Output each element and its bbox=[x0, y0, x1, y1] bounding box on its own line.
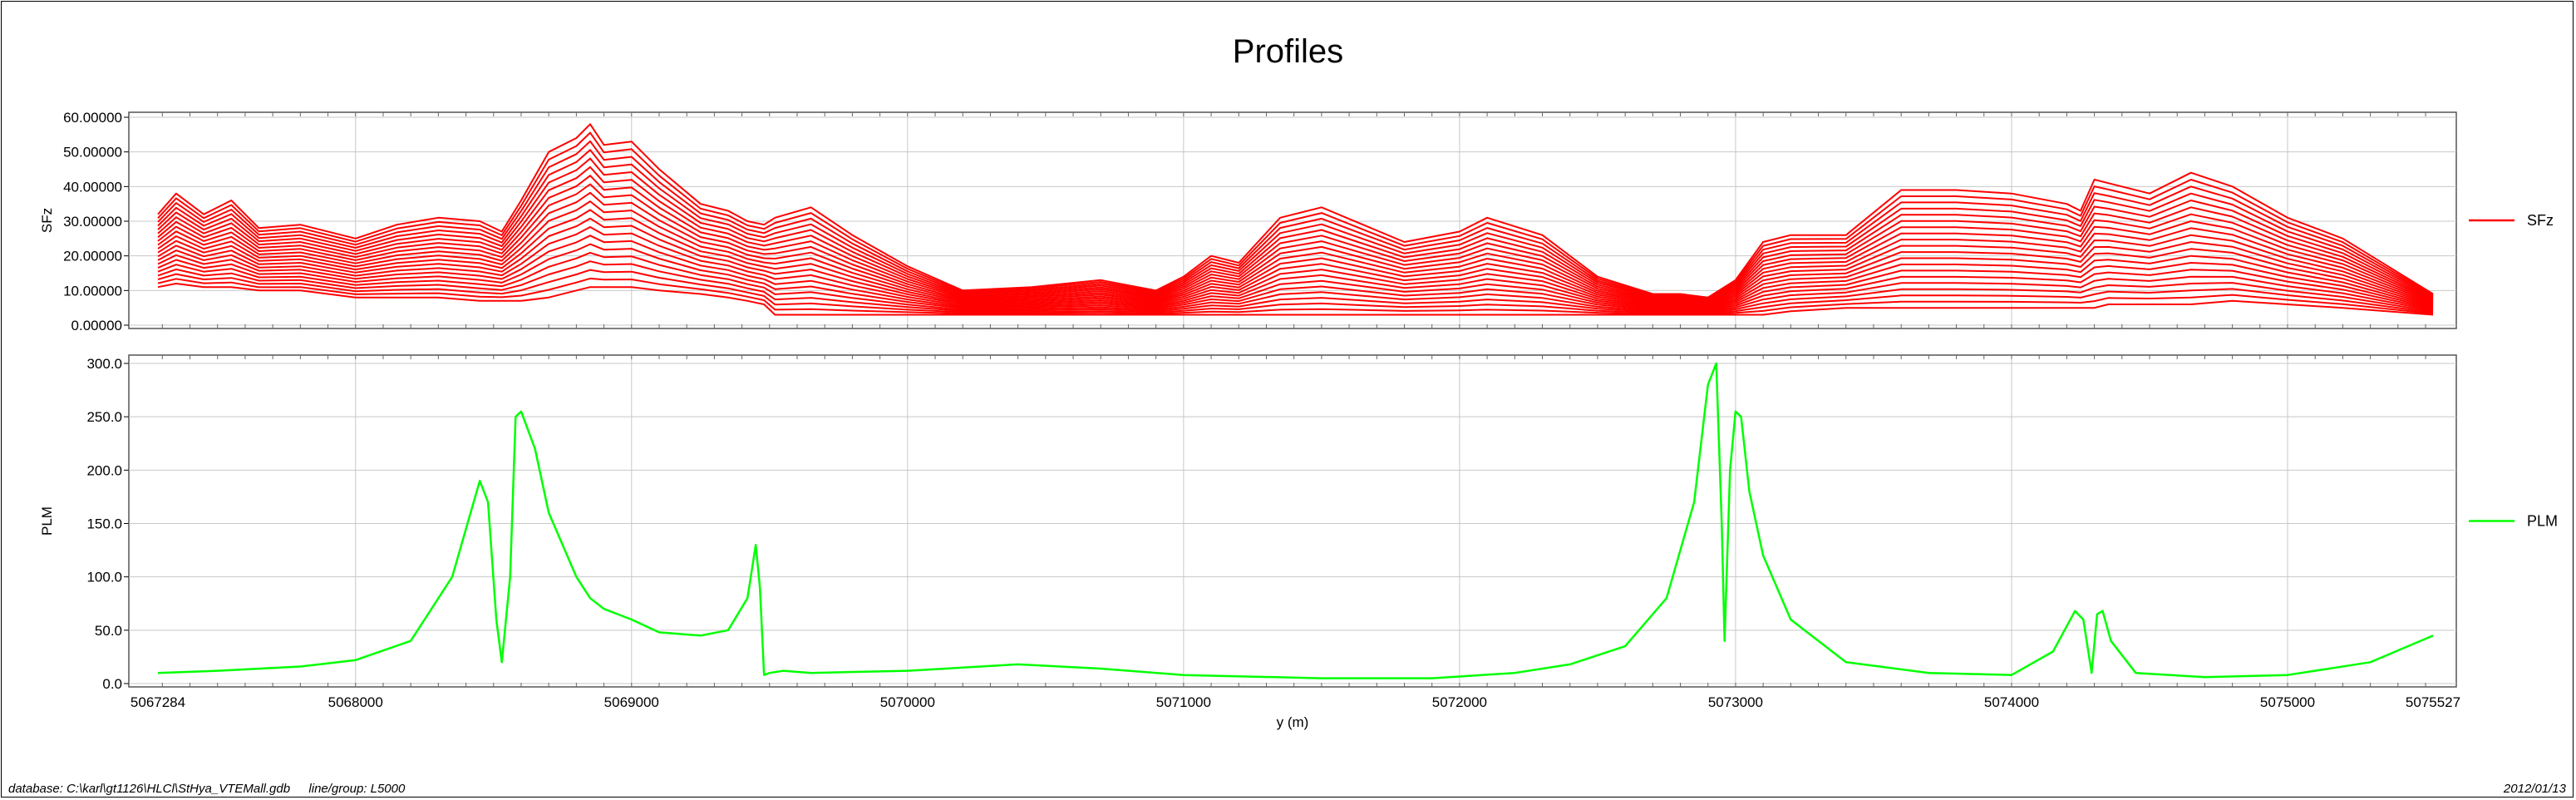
y-tick-label: 0.0 bbox=[102, 676, 122, 692]
y-tick-label: 50.00000 bbox=[63, 145, 122, 160]
y-tick-label: 0.00000 bbox=[71, 318, 122, 333]
x-tick-label: 5075000 bbox=[2260, 694, 2315, 710]
sfz-series-line bbox=[157, 260, 2434, 314]
plot-area-2 bbox=[128, 354, 2457, 688]
x-tick-label: 5072000 bbox=[1432, 694, 1487, 710]
x-axis-label: y (m) bbox=[1277, 714, 1309, 730]
sfz-series-line bbox=[157, 283, 2434, 316]
sfz-series-line bbox=[157, 175, 2434, 304]
footer-info: database: C:\karl\gt1126\HLCl\StHya_VTEM… bbox=[8, 782, 405, 796]
sfz-series-line bbox=[157, 140, 2434, 300]
sfz-series-line bbox=[157, 183, 2434, 305]
y-tick-label: 20.00000 bbox=[63, 249, 122, 264]
plm-series-line bbox=[157, 362, 2434, 679]
sfz-series-line bbox=[157, 277, 2434, 315]
sfz-series-line bbox=[157, 243, 2434, 311]
sfz-series-line bbox=[157, 131, 2434, 299]
sfz-series-line bbox=[157, 217, 2434, 309]
sfz-series-line bbox=[157, 149, 2434, 301]
sfz-series-line bbox=[157, 251, 2434, 313]
y-tick-label: 30.00000 bbox=[63, 214, 122, 230]
sfz-series-line bbox=[157, 123, 2434, 299]
y-tick-label: 40.00000 bbox=[63, 179, 122, 195]
x-tick-label: 5069000 bbox=[604, 694, 659, 710]
sfz-series-line bbox=[157, 165, 2434, 304]
y-tick-label: 10.00000 bbox=[63, 283, 122, 299]
y-tick-label: 150.0 bbox=[86, 516, 122, 532]
x-tick-label: 5070000 bbox=[880, 694, 935, 710]
x-tick-label: 5073000 bbox=[1708, 694, 1763, 710]
x-tick-label: 5067284 bbox=[131, 694, 185, 710]
footer-line-group: line/group: L5000 bbox=[308, 782, 406, 796]
y-axis-label: SFz bbox=[39, 208, 55, 233]
x-tick-label: 5068000 bbox=[328, 694, 383, 710]
legend-label: SFz bbox=[2527, 212, 2554, 229]
sfz-series-line bbox=[157, 200, 2434, 307]
y-tick-label: 100.0 bbox=[86, 570, 122, 585]
y-tick-label: 50.0 bbox=[95, 623, 122, 639]
y-tick-label: 250.0 bbox=[86, 409, 122, 425]
sfz-series-line bbox=[157, 209, 2434, 308]
sfz-series-line bbox=[157, 269, 2434, 314]
sfz-series-line bbox=[157, 191, 2434, 306]
footer-database: database: C:\karl\gt1126\HLCl\StHya_VTEM… bbox=[8, 782, 291, 796]
sfz-series-line bbox=[157, 157, 2434, 303]
legend-label: PLM bbox=[2527, 513, 2558, 530]
y-tick-label: 60.00000 bbox=[63, 110, 122, 126]
sfz-series-line bbox=[157, 235, 2434, 310]
sfz-series-line bbox=[157, 226, 2434, 309]
y-axis-label: PLM bbox=[39, 506, 55, 536]
x-tick-label: 5074000 bbox=[1984, 694, 2039, 710]
footer-date: 2012/01/13 bbox=[2503, 782, 2566, 796]
x-tick-label: 5075527 bbox=[2406, 694, 2460, 710]
x-tick-label: 5071000 bbox=[1156, 694, 1211, 710]
y-tick-label: 300.0 bbox=[86, 356, 122, 372]
chart-title: Profiles bbox=[1232, 33, 1344, 70]
y-tick-label: 200.0 bbox=[86, 462, 122, 478]
